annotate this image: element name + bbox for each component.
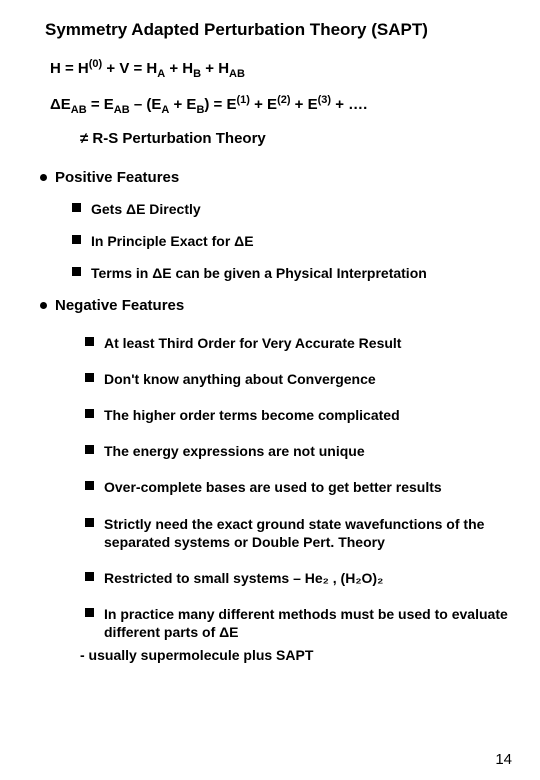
equation-delta-e: ΔEAB = EAB – (EA + EB) = E(1) + E(2) + E… <box>50 94 520 116</box>
slide-title: Symmetry Adapted Perturbation Theory (SA… <box>45 20 520 40</box>
negative-item: In practice many different methods must … <box>85 605 520 641</box>
positive-item: In Principle Exact for ΔE <box>72 232 520 250</box>
positive-item: Terms in ΔE can be given a Physical Inte… <box>72 264 520 282</box>
negative-item: Strictly need the exact ground state wav… <box>85 515 520 551</box>
not-equal-rs: ≠ R-S Perturbation Theory <box>80 130 520 147</box>
negative-item: Restricted to small systems – He₂ , (H₂O… <box>85 569 520 587</box>
negative-item: Don't know anything about Convergence <box>85 370 520 388</box>
bullet-square-icon <box>72 203 81 212</box>
negative-item: At least Third Order for Very Accurate R… <box>85 334 520 352</box>
bullet-square-icon <box>85 572 94 581</box>
bullet-square-icon <box>85 445 94 454</box>
bullet-square-icon <box>85 481 94 490</box>
negative-item: The energy expressions are not unique <box>85 442 520 460</box>
bullet-square-icon <box>85 608 94 617</box>
positive-features-header: Positive Features <box>40 169 520 186</box>
negative-item: The higher order terms become complicate… <box>85 406 520 424</box>
negative-note: - usually supermolecule plus SAPT <box>80 647 520 663</box>
equation-hamiltonian: H = H(0) + V = HA + HB + HAB <box>50 58 520 80</box>
negative-features-header: Negative Features <box>40 297 520 314</box>
bullet-dot-icon <box>40 174 47 181</box>
bullet-square-icon <box>85 373 94 382</box>
page-number: 14 <box>495 751 512 768</box>
negative-item: Over-complete bases are used to get bett… <box>85 478 520 496</box>
bullet-square-icon <box>85 337 94 346</box>
bullet-square-icon <box>72 235 81 244</box>
positive-item: Gets ΔE Directly <box>72 200 520 218</box>
bullet-dot-icon <box>40 302 47 309</box>
bullet-square-icon <box>72 267 81 276</box>
bullet-square-icon <box>85 518 94 527</box>
bullet-square-icon <box>85 409 94 418</box>
